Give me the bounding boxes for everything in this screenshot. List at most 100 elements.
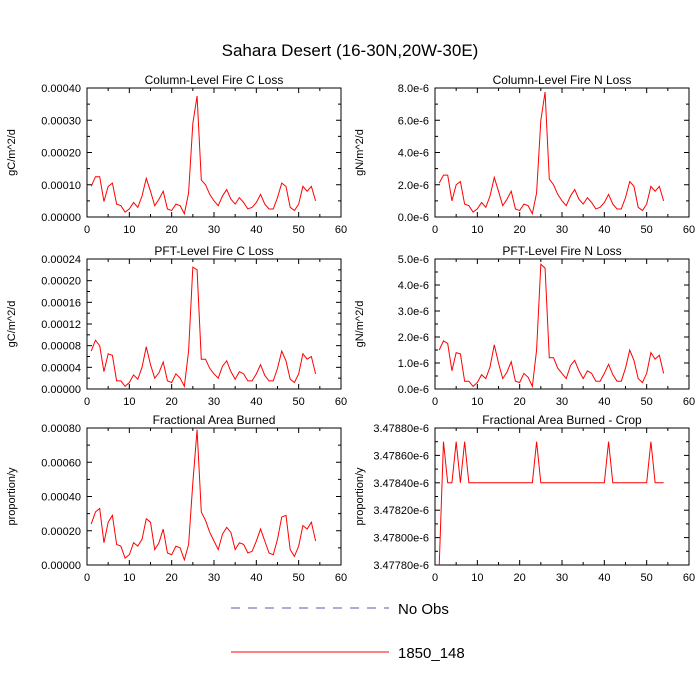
x-tick-label: 50 <box>641 572 653 584</box>
x-tick-label: 20 <box>514 572 526 584</box>
panel-title: Fractional Area Burned - Crop <box>482 413 642 427</box>
series-line <box>438 91 665 216</box>
x-tick-label: 10 <box>471 224 483 236</box>
y-tick-label: 2.0e-6 <box>398 180 429 192</box>
y-tick-label: 4.0e-6 <box>398 148 429 160</box>
y-tick-label: 0.0e-6 <box>398 384 429 396</box>
y-tick-label: 0.00012 <box>41 319 81 331</box>
legend-label-2: 1850_148 <box>398 645 465 662</box>
x-tick-label: 50 <box>641 396 653 408</box>
chart-panel-4: PFT-Level Fire N Loss 0 10 20 30 40 50 60 0.0e-6… <box>354 244 695 408</box>
x-tick-label: 50 <box>641 224 653 236</box>
legend-label-1: No Obs <box>398 601 449 618</box>
y-tick-label: 0.00060 <box>41 457 81 469</box>
panel-title: PFT-Level Fire N Loss <box>502 244 621 258</box>
x-tick-label: 10 <box>123 224 135 236</box>
x-tick-label: 30 <box>556 396 568 408</box>
y-tick-label: 0.00030 <box>41 115 81 127</box>
x-tick-label: 30 <box>208 224 220 236</box>
panel-title: Column-Level Fire N Loss <box>493 73 632 87</box>
y-tick-label: 5.0e-6 <box>398 254 429 266</box>
plot-frame <box>86 258 342 390</box>
x-tick-label: 60 <box>335 224 347 236</box>
x-tick-label: 30 <box>556 224 568 236</box>
plot-frame <box>86 427 342 566</box>
series-line <box>90 266 317 388</box>
y-tick-label: 3.47880e-6 <box>373 423 429 435</box>
x-tick-label: 60 <box>335 572 347 584</box>
y-tick-label: 3.47820e-6 <box>373 505 429 517</box>
chart-panel-3: PFT-Level Fire C Loss 0 10 20 30 40 50 60 0.0000… <box>6 244 347 408</box>
y-tick-label: 4.0e-6 <box>398 280 429 292</box>
y-tick-label: 8.0e-6 <box>398 83 429 95</box>
x-tick-label: 20 <box>166 572 178 584</box>
y-tick-label: 3.47780e-6 <box>373 560 429 572</box>
series-line <box>438 263 665 389</box>
y-tick-label: 0.00024 <box>41 254 81 266</box>
y-axis-label: proportion/y <box>6 467 18 526</box>
series-line <box>438 441 664 566</box>
y-tick-label: 0.00010 <box>41 180 81 192</box>
plot-frame <box>434 258 690 390</box>
y-tick-label: 6.0e-6 <box>398 115 429 127</box>
plot-frame <box>434 87 690 218</box>
x-tick-label: 20 <box>166 396 178 408</box>
x-tick-label: 30 <box>556 572 568 584</box>
x-tick-label: 60 <box>683 572 695 584</box>
chart-panel-1: Column-Level Fire C Loss 0 10 20 30 40 50 60 0.0… <box>6 73 347 236</box>
x-tick-label: 0 <box>84 572 90 584</box>
x-tick-label: 0 <box>432 572 438 584</box>
y-tick-label: 0.00016 <box>41 297 81 309</box>
x-tick-label: 60 <box>683 224 695 236</box>
y-tick-label: 0.00020 <box>41 276 81 288</box>
y-tick-label: 0.00040 <box>41 492 81 504</box>
series-line <box>90 429 317 562</box>
x-tick-label: 0 <box>84 224 90 236</box>
y-tick-label: 0.00004 <box>41 362 81 374</box>
y-tick-label: 0.00040 <box>41 83 81 95</box>
panel-title: PFT-Level Fire C Loss <box>154 244 273 258</box>
y-axis-label: gC/m^2/d <box>6 129 18 176</box>
y-tick-label: 3.47840e-6 <box>373 478 429 490</box>
x-tick-label: 0 <box>84 396 90 408</box>
x-tick-label: 60 <box>683 396 695 408</box>
x-tick-label: 40 <box>250 572 262 584</box>
y-tick-label: 0.00020 <box>41 148 81 160</box>
x-tick-label: 0 <box>432 224 438 236</box>
x-tick-label: 20 <box>166 224 178 236</box>
figure-title: Sahara Desert (16-30N,20W-30E) <box>222 41 479 60</box>
x-tick-label: 50 <box>293 572 305 584</box>
series-line <box>90 95 317 216</box>
y-tick-label: 0.00000 <box>41 560 81 572</box>
x-tick-label: 60 <box>335 396 347 408</box>
y-axis-label: gC/m^2/d <box>6 301 18 348</box>
y-tick-label: 0.00000 <box>41 384 81 396</box>
panel-grid: Column-Level Fire C Loss 0 10 20 30 40 50 60 0.0… <box>6 73 695 584</box>
legend: No Obs 1850_148 <box>231 601 465 662</box>
y-tick-label: 3.47860e-6 <box>373 450 429 462</box>
chart-panel-2: Column-Level Fire N Loss 0 10 20 30 40 50 60 0.0… <box>354 73 695 236</box>
y-tick-label: 2.0e-6 <box>398 332 429 344</box>
x-tick-label: 10 <box>471 572 483 584</box>
x-tick-label: 20 <box>514 396 526 408</box>
x-tick-label: 40 <box>250 396 262 408</box>
panel-title: Fractional Area Burned <box>153 413 276 427</box>
y-tick-label: 0.00000 <box>41 212 81 224</box>
y-tick-label: 3.47800e-6 <box>373 533 429 545</box>
x-tick-label: 30 <box>208 572 220 584</box>
x-tick-label: 40 <box>598 572 610 584</box>
y-tick-label: 0.0e-6 <box>398 212 429 224</box>
x-tick-label: 50 <box>293 224 305 236</box>
x-tick-label: 40 <box>598 224 610 236</box>
x-tick-label: 10 <box>123 396 135 408</box>
y-tick-label: 3.0e-6 <box>398 306 429 318</box>
x-tick-label: 40 <box>250 224 262 236</box>
x-tick-label: 10 <box>123 572 135 584</box>
y-tick-label: 0.00020 <box>41 526 81 538</box>
y-axis-label: proportion/y <box>354 467 366 526</box>
x-tick-label: 40 <box>598 396 610 408</box>
y-axis-label: gN/m^2/d <box>354 301 366 348</box>
x-tick-label: 10 <box>471 396 483 408</box>
x-tick-label: 50 <box>293 396 305 408</box>
y-axis-label: gN/m^2/d <box>354 129 366 176</box>
